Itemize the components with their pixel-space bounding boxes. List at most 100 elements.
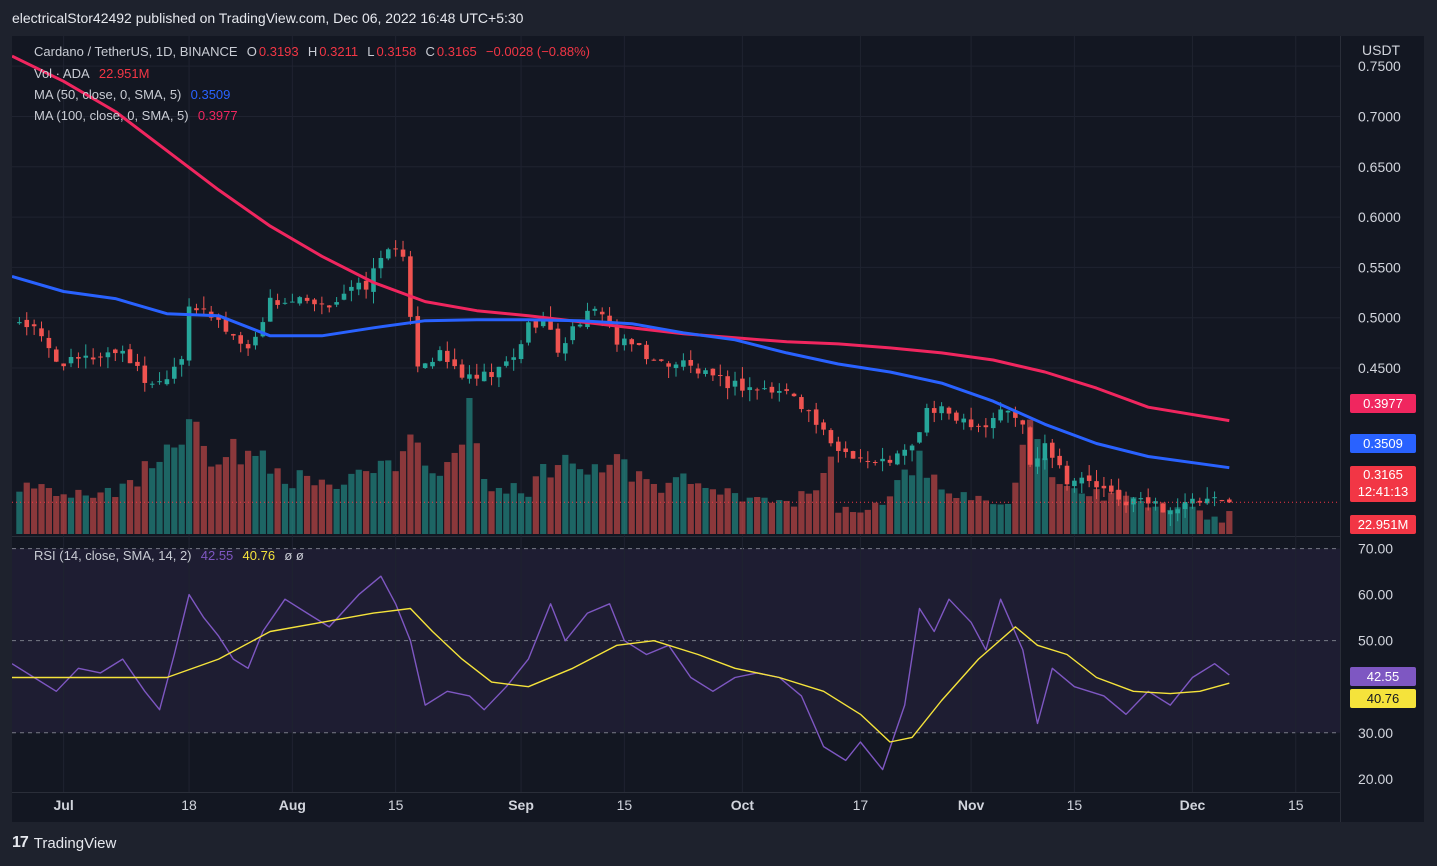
ma50-label: MA (50, close, 0, SMA, 5): [34, 87, 182, 102]
volume-bar: [363, 471, 370, 534]
candle-body: [858, 457, 863, 459]
volume-bar: [510, 483, 517, 534]
volume-bar: [326, 484, 333, 534]
volume-bar: [340, 484, 348, 534]
volume-bar: [997, 504, 1004, 534]
candle-body: [452, 359, 457, 367]
candle-body: [83, 355, 89, 358]
candle-body: [31, 324, 37, 327]
candle-body: [1005, 410, 1011, 413]
volume-bar: [38, 484, 45, 534]
candle-body: [688, 359, 694, 366]
candle-body: [422, 363, 428, 368]
ma50-legend: MA (50, close, 0, SMA, 5) 0.3509: [34, 87, 232, 102]
price-tick-label: 0.6000: [1358, 209, 1401, 225]
candle-body: [24, 319, 30, 328]
volume-bar: [872, 502, 879, 534]
chart-area[interactable]: 0.7500 0.7000 0.6500 0.6000 0.5500 0.5000 0.45…: [12, 36, 1424, 822]
candle-body: [238, 335, 243, 344]
volume-bar: [813, 490, 820, 534]
volume-bar: [754, 497, 761, 534]
candle-body: [666, 363, 671, 367]
candle-body: [592, 308, 598, 311]
volume-bar: [517, 493, 525, 534]
time-tick-label: Jul: [54, 797, 74, 813]
volume-bar: [1226, 511, 1233, 534]
rsi-tick-label: 20.00: [1358, 771, 1393, 787]
volume-bar: [1196, 510, 1203, 534]
rsi-ma-line: [12, 607, 1230, 743]
volume-bar: [857, 512, 864, 534]
volume-bar: [908, 475, 916, 534]
volume-bar: [532, 476, 539, 534]
volume-bar: [67, 497, 75, 534]
volume-bar: [680, 473, 687, 534]
candle-body: [762, 388, 767, 390]
candle-body: [334, 302, 339, 305]
candle-body: [282, 302, 288, 304]
candle-body: [784, 389, 789, 391]
candle-body: [931, 408, 937, 413]
volume-bar: [82, 495, 89, 534]
volume-bar: [1004, 503, 1012, 534]
volume-bar: [296, 470, 303, 534]
volume-bar: [436, 475, 444, 534]
volume-bar: [237, 464, 244, 534]
volume-bar: [702, 487, 709, 534]
volume-bar: [1027, 419, 1034, 534]
time-axis-border: [12, 792, 1340, 793]
volume-bar: [244, 450, 252, 534]
candle-body: [61, 363, 66, 367]
candle-body: [924, 407, 930, 433]
candle-body: [806, 410, 812, 412]
candle-body: [481, 371, 487, 382]
volume-bar: [1159, 502, 1167, 534]
candle-body: [312, 299, 317, 305]
volume-bar: [392, 471, 399, 534]
volume-bar: [695, 483, 702, 534]
volume-bar: [75, 489, 82, 534]
volume-bar: [333, 488, 340, 534]
candle-body: [1138, 498, 1144, 500]
volume-bar: [982, 500, 989, 534]
candle-body: [629, 339, 635, 345]
volume-bar: [1115, 490, 1122, 534]
volume-bar: [1174, 507, 1181, 534]
volume-bar: [1012, 482, 1019, 534]
candle-body: [636, 343, 642, 346]
last-price-tag: 0.3165 12:41:13: [1350, 466, 1416, 502]
close-label: C: [425, 44, 435, 59]
candle-body: [1212, 497, 1217, 499]
volume-legend: Vol · ADA 22.951M: [34, 66, 151, 81]
volume-bar: [1086, 496, 1093, 534]
candle-body: [821, 422, 826, 430]
price-tick-label: 0.5000: [1358, 310, 1401, 326]
chart-canvas[interactable]: 0.7500 0.7000 0.6500 0.6000 0.5500 0.5000 0.45…: [12, 36, 1424, 822]
volume-bar: [613, 454, 621, 534]
candle-body: [1013, 411, 1018, 418]
candle-body: [267, 297, 273, 322]
volume-bar: [1145, 507, 1152, 534]
volume-bar: [1049, 477, 1056, 534]
candle-body: [887, 459, 893, 463]
volume-bar: [53, 495, 60, 534]
candle-body: [1020, 420, 1026, 425]
volume-bar: [112, 497, 119, 534]
rsi-tag: 42.55: [1350, 667, 1416, 686]
candle-body: [740, 378, 745, 391]
brand-name: TradingView: [33, 834, 117, 852]
candle-body: [98, 356, 103, 358]
volume-bar: [879, 504, 886, 534]
candle-body: [319, 303, 325, 305]
candle-body: [577, 324, 583, 327]
volume-bar: [208, 466, 215, 534]
volume-bar: [126, 480, 134, 534]
pane-separator: [12, 536, 1340, 537]
low-label: L: [367, 44, 375, 59]
low-value: 0.3158: [376, 44, 417, 59]
candle-body: [474, 374, 480, 379]
volume-bar: [894, 480, 901, 534]
volume-bar: [636, 471, 643, 534]
volume-bar: [1122, 495, 1130, 534]
brand-footer[interactable]: 17 TradingView: [12, 834, 116, 852]
